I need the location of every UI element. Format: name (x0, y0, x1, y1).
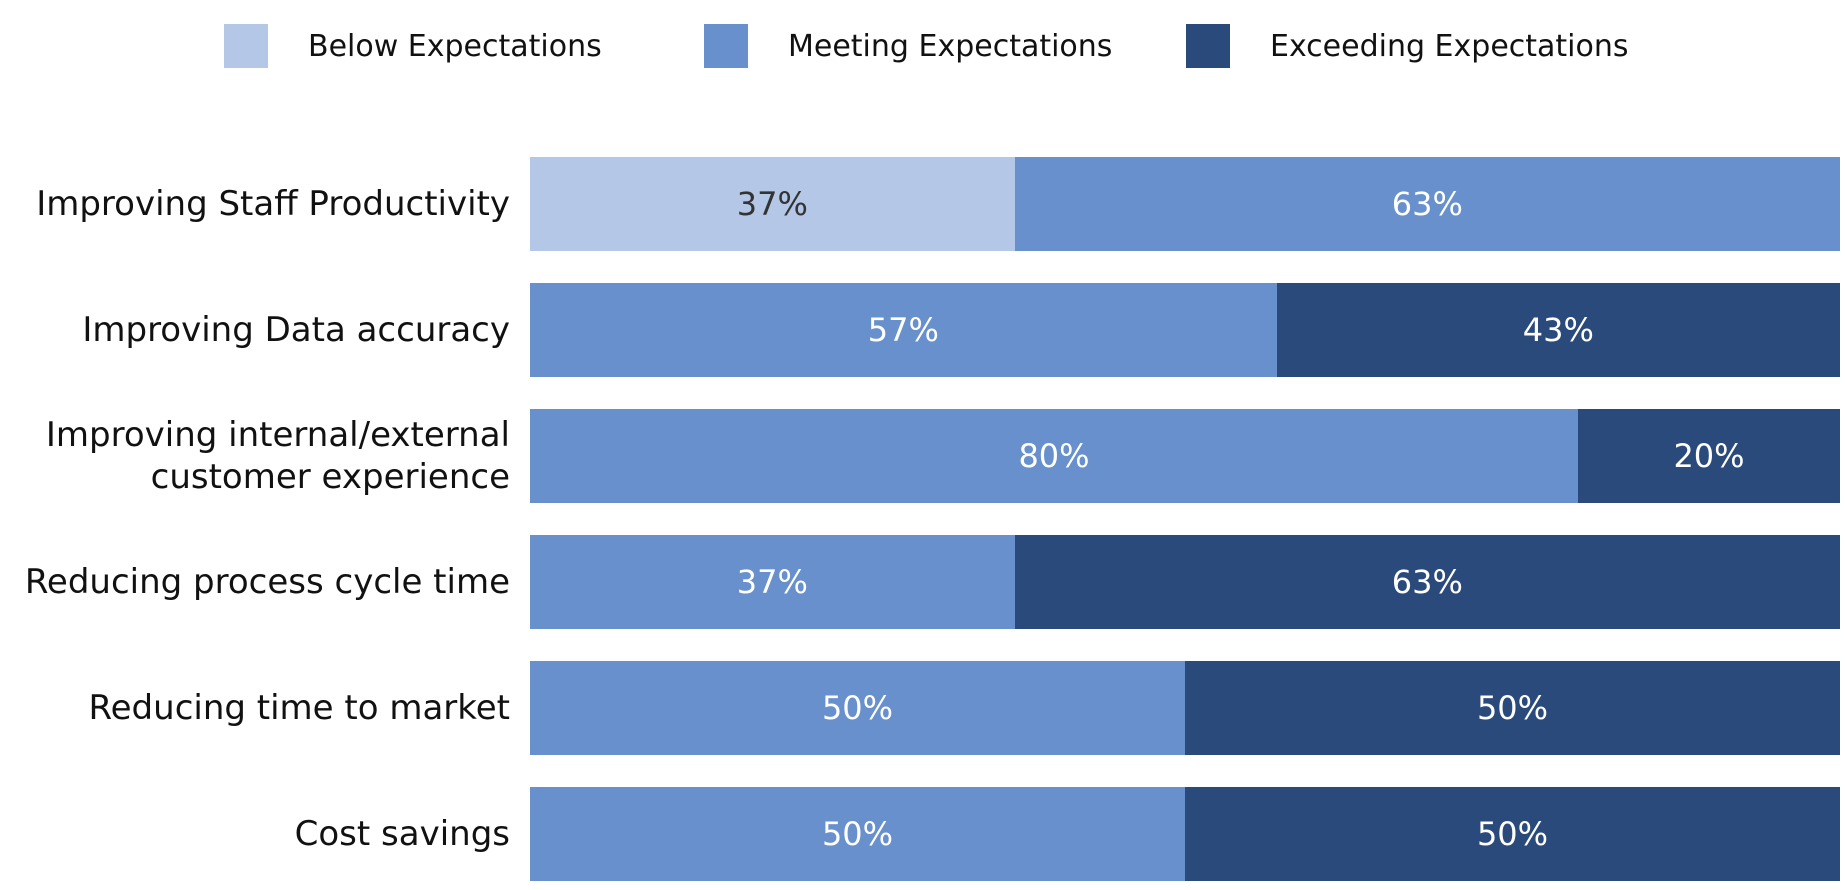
data-label: 37% (736, 185, 808, 223)
data-label: 50% (1476, 689, 1549, 727)
data-label: 63% (1391, 185, 1463, 223)
category-label: Improving Data accuracy (0, 283, 510, 377)
legend-swatch (704, 24, 748, 68)
data-label: 50% (821, 689, 894, 727)
legend-item: Meeting Expectations (704, 24, 1112, 68)
data-label: 37% (736, 563, 808, 601)
data-label: 43% (1522, 311, 1594, 349)
legend-swatch (1186, 24, 1230, 68)
data-label: 80% (1018, 437, 1090, 475)
bar-segment: 63% (1014, 157, 1840, 251)
legend-label: Exceeding Expectations (1270, 28, 1629, 64)
category-label: Improving internal/external customer exp… (0, 409, 510, 503)
bar-segment: 37% (530, 157, 1015, 251)
bar-segment: 37% (530, 535, 1015, 629)
legend-label: Below Expectations (308, 28, 602, 64)
legend-label: Meeting Expectations (788, 28, 1113, 64)
bar-segment: 50% (1185, 787, 1840, 881)
bar-segment: 20% (1578, 409, 1840, 503)
legend-item: Below Expectations (224, 24, 602, 68)
category-label-text: Cost savings (294, 814, 510, 854)
bar-segment: 43% (1276, 283, 1840, 377)
bar-segment: 50% (530, 661, 1185, 755)
category-label-text: Reducing process cycle time (24, 562, 510, 602)
bar-segment: 80% (530, 409, 1578, 503)
category-label: Reducing process cycle time (0, 535, 510, 629)
category-label-text: Improving internal/external customer exp… (45, 415, 510, 497)
bar-segment: 63% (1014, 535, 1840, 629)
category-label-text: Reducing time to market (88, 688, 510, 728)
category-label-text: Improving Staff Productivity (36, 184, 510, 224)
data-label: 20% (1673, 437, 1745, 475)
bar-segment: 50% (530, 787, 1185, 881)
legend-swatch (224, 24, 268, 68)
data-label: 50% (821, 815, 894, 853)
category-label: Improving Staff Productivity (0, 157, 510, 251)
data-label: 57% (867, 311, 939, 349)
category-label: Cost savings (0, 787, 510, 881)
category-label: Reducing time to market (0, 661, 510, 755)
bar-segment: 57% (530, 283, 1277, 377)
data-label: 50% (1476, 815, 1549, 853)
data-label: 63% (1391, 563, 1463, 601)
legend-item: Exceeding Expectations (1186, 24, 1629, 68)
bar-segment: 50% (1185, 661, 1840, 755)
category-label-text: Improving Data accuracy (82, 310, 510, 350)
